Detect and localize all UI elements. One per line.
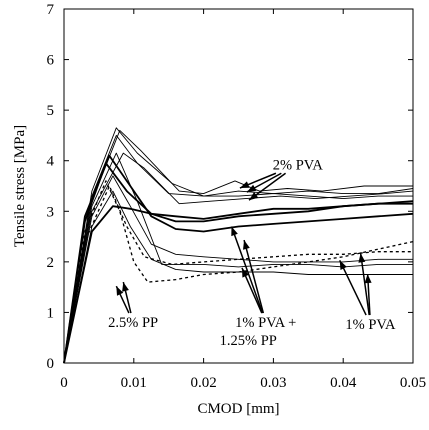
series-line-4: [63, 134, 413, 364]
series-line-7: [63, 202, 413, 364]
y-tick-label: 5: [47, 103, 55, 119]
y-axis-title: Tensile stress [MPa]: [12, 125, 28, 247]
annotation-arrow-head: [116, 286, 124, 296]
x-tick-label: 0.04: [330, 375, 357, 391]
annotation-arrow-line: [243, 239, 265, 314]
series-line-9: [63, 185, 413, 364]
series-line-10: [63, 152, 413, 364]
x-tick-label: 0.03: [260, 375, 286, 391]
axis-ticks: 0 0.01 0.02 0.03 0.04 0.05 0 1 2 3 4 5 6 7: [47, 2, 427, 391]
x-tick-label: 0.05: [400, 375, 426, 391]
plot-frame: [63, 8, 414, 364]
annotation-arrow-head: [243, 240, 250, 250]
y-tick-label: 3: [47, 204, 55, 220]
annotation-label-3: 1% PVA +: [235, 315, 296, 331]
annotation-arrow-line: [230, 226, 264, 314]
annotation-arrow-head: [249, 192, 259, 201]
y-tick-label: 1: [47, 305, 55, 321]
annotation-arrow-head: [122, 282, 129, 292]
annotation-arrows: [115, 172, 372, 316]
series-line-3: [63, 152, 414, 364]
annotation-arrow-head: [239, 181, 250, 188]
x-axis-title: CMOD [mm]: [197, 401, 279, 417]
y-tick-label: 4: [47, 154, 55, 170]
annotation-label-5: 1% PVA: [345, 317, 396, 333]
series-line-11: [63, 175, 413, 364]
x-tick-label: 0: [60, 375, 68, 391]
series-line-8: [63, 180, 414, 364]
annotation-label-4: 1.25% PP: [220, 333, 277, 349]
annotation-arrow-line: [339, 260, 367, 316]
y-tick-label: 2: [47, 255, 55, 271]
y-tick-label: 6: [47, 53, 55, 69]
annotation-labels: 2% PVA 2.5% PP 1% PVA + 1.25% PP 1% PVA: [108, 157, 396, 349]
annotation-arrow-line: [359, 253, 370, 316]
series-line-1: [63, 127, 414, 364]
series-line-12: [63, 190, 413, 364]
y-tick-label: 0: [47, 356, 55, 372]
annotation-arrow-head: [358, 253, 366, 263]
annotation-arrow-head: [364, 274, 372, 284]
series-line-2: [63, 129, 413, 364]
series-layer: [63, 127, 414, 364]
annotation-arrow-head: [339, 260, 347, 270]
annotation-label-1: 2% PVA: [273, 157, 324, 173]
annotation-arrow-head: [242, 267, 249, 278]
x-tick-label: 0.01: [121, 375, 147, 391]
annotation-arrow-head: [231, 226, 238, 237]
x-tick-label: 0.02: [190, 375, 216, 391]
annotation-arrow-head: [246, 184, 257, 193]
y-tick-label: 7: [47, 2, 55, 18]
series-line-5: [63, 154, 414, 364]
annotation-label-2: 2.5% PP: [108, 315, 158, 331]
